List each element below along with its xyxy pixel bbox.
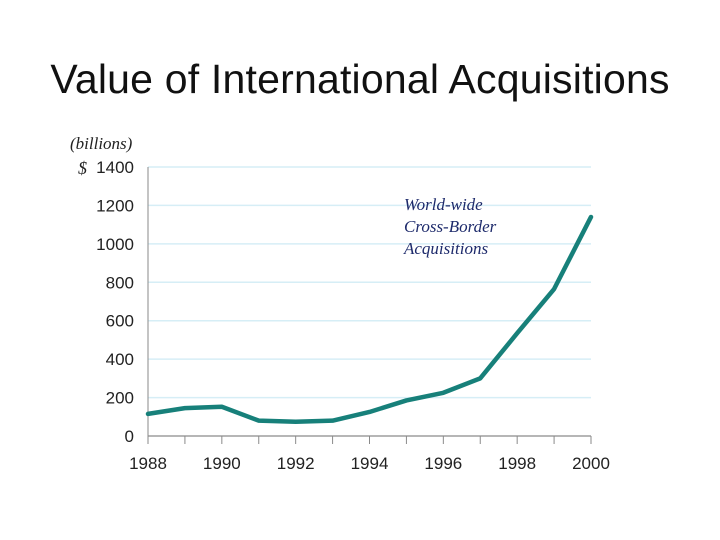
series-line — [145, 214, 594, 425]
x-tick-label: 2000 — [572, 454, 610, 473]
x-tick-label: 1992 — [277, 454, 315, 473]
y-tick-label: 800 — [106, 273, 134, 292]
axes — [147, 167, 592, 444]
x-tick-label: 1998 — [498, 454, 536, 473]
x-tick-label: 1994 — [351, 454, 389, 473]
annotation-line-3: Acquisitions — [404, 239, 489, 258]
y-axis-currency-symbol: $ — [78, 158, 87, 178]
y-tick-label: 400 — [106, 350, 134, 369]
tick-labels: 0 200 400 600 800 1000 1200 1400 1988 1990 1992 199… — [96, 158, 610, 473]
x-tick-label: 1996 — [424, 454, 462, 473]
series-annotation: World-wide Cross-Border Acquisitions — [404, 194, 496, 260]
series-layer — [145, 214, 594, 425]
gridlines — [148, 166, 591, 399]
x-tick-label: 1990 — [203, 454, 241, 473]
y-tick-label: 1200 — [96, 196, 134, 215]
y-tick-label: 1400 — [96, 158, 134, 177]
y-tick-label: 1000 — [96, 235, 134, 254]
x-tick-label: 1988 — [129, 454, 167, 473]
y-tick-label: 200 — [106, 389, 134, 408]
chart-title: Value of International Acquisitions — [50, 56, 670, 102]
y-axis-unit-note: (billions) — [70, 134, 133, 153]
annotation-line-2: Cross-Border — [404, 217, 497, 236]
y-tick-label: 0 — [125, 427, 134, 446]
annotation-line-1: World-wide — [404, 195, 483, 214]
y-tick-label: 600 — [106, 312, 134, 331]
